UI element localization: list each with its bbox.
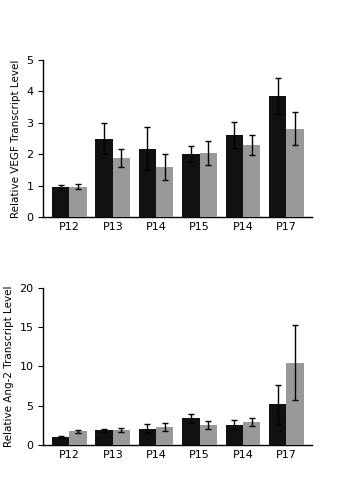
Bar	[243, 422, 260, 445]
Bar	[156, 427, 174, 445]
Bar	[200, 153, 217, 217]
Bar	[286, 362, 304, 445]
Bar	[139, 148, 156, 217]
Text: A.: A.	[0, 50, 2, 66]
Bar	[52, 437, 69, 445]
Bar	[226, 424, 243, 445]
Bar	[113, 430, 130, 445]
Bar	[69, 186, 87, 217]
Bar	[95, 430, 113, 445]
Bar	[200, 425, 217, 445]
Bar	[182, 154, 200, 217]
Bar	[52, 188, 69, 217]
Bar	[95, 138, 113, 217]
Bar	[156, 167, 174, 217]
Bar	[226, 135, 243, 217]
Bar	[113, 158, 130, 217]
Bar	[182, 418, 200, 445]
Bar	[69, 431, 87, 445]
Bar	[286, 128, 304, 217]
Bar	[269, 96, 286, 217]
Y-axis label: Relative VEGF Transcript Level: Relative VEGF Transcript Level	[11, 60, 21, 218]
Y-axis label: Relative Ang-2 Transcript Level: Relative Ang-2 Transcript Level	[4, 286, 14, 447]
Bar	[243, 145, 260, 217]
Bar	[269, 404, 286, 445]
Text: B.: B.	[0, 278, 1, 293]
Bar	[139, 428, 156, 445]
